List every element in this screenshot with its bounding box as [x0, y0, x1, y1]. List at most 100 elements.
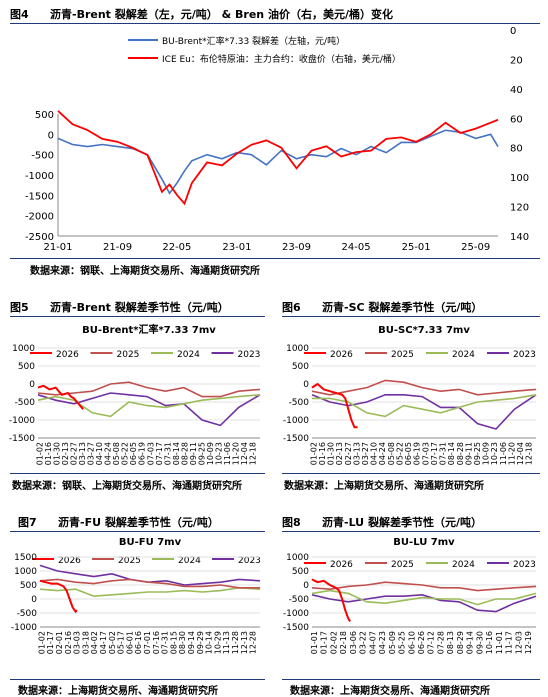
fig4-y-tick-left: -1500 — [25, 191, 54, 202]
fig6-x-tick: 12-18 — [525, 442, 534, 465]
fig7-title-rule — [10, 531, 265, 532]
fig5-x-tick: 08-28 — [180, 442, 189, 465]
fig5-x-tick: 07-17 — [155, 442, 164, 465]
fig6-x-tick: 01-02 — [309, 442, 318, 465]
fig8-x-tick: 09-14 — [466, 631, 475, 654]
fig5-x-tick: 05-08 — [112, 442, 121, 465]
fig4-y-tick-left: -2000 — [25, 212, 54, 223]
fig8-title: 图8 沥青-LU 裂解差季节性（元/吨） — [282, 514, 482, 530]
fig8-x-tick: 03-06 — [349, 631, 358, 654]
fig8-chart: BU-LU 7mv 2026 2025 2024 2023 1000 500 0 -500 -10… — [283, 537, 537, 654]
fig5-legend-label-2025: 2025 — [117, 350, 140, 360]
fig4-legend-label-0: BU-Brent*汇率*7.33 裂解差（左轴，元/吨） — [162, 35, 345, 47]
fig5-x-tick: 12-18 — [249, 442, 258, 465]
fig4-x-tick: 22-05 — [162, 242, 191, 253]
fig5-x-tick: 03-13 — [78, 442, 87, 465]
fig8-y-tick: -1500 — [283, 623, 309, 633]
fig4-chart: 500 0 -500 -1000 -1500 -2000 -2500 0 20 40 60 80 100… — [25, 26, 529, 253]
fig5-y-tick: -1000 — [9, 416, 35, 426]
fig5-title-text: 沥青-Brent 裂解差季节性（元/吨） — [50, 301, 229, 314]
fig8-x-tick: 09-30 — [475, 631, 484, 654]
fig6-bottom-rule — [282, 473, 540, 474]
fig5-x-tick: 12-04 — [240, 442, 249, 465]
fig7-x-tick: 08-30 — [178, 631, 187, 654]
fig8-y-tick: 500 — [292, 567, 309, 577]
fig5-series-line-2023 — [37, 392, 261, 427]
fig5-x-tick: 09-25 — [198, 442, 207, 465]
fig4-source: 数据来源：钢联、上海期货交易所、海通期货研究所 — [30, 266, 260, 277]
fig6-x-tick: 07-31 — [439, 442, 448, 465]
fig6-y-tick: -1000 — [283, 416, 309, 426]
fig8-x-tick: 12-19 — [524, 631, 533, 654]
fig8-x-tick: 02-18 — [339, 631, 348, 654]
fig6-x-tick: 08-28 — [456, 442, 465, 465]
fig6-x-tick: 09-25 — [473, 442, 482, 465]
fig6-x-tick: 12-04 — [516, 442, 525, 465]
fig8-number: 图8 — [282, 516, 301, 529]
fig8-x-tick: 01-01 — [310, 631, 319, 654]
fig7-x-tick: 05-02 — [108, 631, 117, 654]
fig5-x-tick: 05-22 — [121, 442, 130, 465]
fig6-x-tick: 06-05 — [404, 442, 413, 465]
fig8-x-tick: 06-26 — [417, 631, 426, 654]
fig6-x-tick: 07-03 — [421, 442, 430, 465]
fig4-y-tick-right: 60 — [510, 114, 523, 125]
fig5-x-tick: 02-27 — [69, 442, 78, 465]
fig8-legend-label-2023: 2023 — [513, 560, 536, 570]
fig4-title-text: 沥青-Brent 裂解差（左，元/吨） & Bren 油价（右，美元/桶）变化 — [50, 8, 393, 21]
fig5-legend-label-2024: 2024 — [177, 350, 200, 360]
fig6-x-tick: 01-30 — [327, 442, 336, 465]
fig6-x-tick: 01-16 — [318, 442, 327, 465]
fig7-y-tick: 1000 — [14, 567, 37, 577]
fig4-y-tick-right: 120 — [510, 203, 529, 214]
fig8-x-tick: 06-10 — [407, 631, 416, 654]
fig5-number: 图5 — [10, 301, 29, 314]
fig5-x-tick: 07-31 — [163, 442, 172, 465]
fig6-x-tick: 04-10 — [370, 442, 379, 465]
fig5-x-tick: 11-06 — [223, 442, 232, 465]
fig4-bottom-rule — [10, 258, 540, 259]
fig4-y-tick-right: 140 — [510, 232, 529, 243]
fig6-y-tick: 0 — [303, 380, 309, 390]
fig5-x-tick: 11-20 — [232, 442, 241, 465]
fig5-chart-title: BU-Brent*汇率*7.33 7mv — [82, 323, 216, 336]
fig6-x-tick: 05-22 — [395, 442, 404, 465]
fig7-x-tick: 08-15 — [169, 631, 178, 654]
fig8-x-tick: 05-25 — [398, 631, 407, 654]
fig7-x-tick: 06-01 — [125, 631, 134, 654]
fig8-series-line-2026 — [311, 578, 351, 622]
fig7-legend-label-2026: 2026 — [58, 556, 81, 566]
fig5-y-tick: 0 — [29, 380, 35, 390]
fig5-x-tick: 10-23 — [215, 442, 224, 465]
fig5-series-line-2026 — [37, 384, 84, 410]
fig6-x-tick: 03-13 — [352, 442, 361, 465]
fig4-x-tick: 21-01 — [43, 242, 72, 253]
fig4-y-tick-left: -500 — [31, 151, 54, 162]
fig6-series-line-2024 — [312, 394, 537, 418]
fig6-legend-label-2026: 2026 — [330, 350, 353, 360]
fig8-x-tick: 01-17 — [320, 631, 329, 654]
fig4-y-tick-left: -2500 — [25, 232, 54, 243]
fig4-x-tick: 24-05 — [342, 242, 371, 253]
fig8-x-tick: 07-28 — [436, 631, 445, 654]
fig5-legend-label-2026: 2026 — [56, 350, 79, 360]
fig4-x-tick: 23-01 — [222, 242, 251, 253]
fig7-source: 数据来源：上海期货交易所、海通期货研究所 — [18, 686, 218, 697]
fig6-y-tick: -500 — [289, 398, 310, 408]
fig8-legend-label-2025: 2025 — [391, 560, 414, 570]
fig8-series-line-2025 — [311, 581, 537, 592]
fig7-x-tick: 02-01 — [55, 631, 64, 654]
fig6-y-tick: 1000 — [286, 344, 309, 354]
fig4-legend-label-1: ICE Eu：布伦特原油：主力合约：收盘价（右轴，美元/桶） — [162, 53, 401, 65]
fig7-y-tick: 0 — [31, 595, 37, 605]
fig4-y-tick-right: 0 — [510, 26, 516, 37]
fig7-y-tick: 500 — [20, 581, 37, 591]
fig6-title-text: 沥青-SC 裂解差季节性（元/吨） — [322, 301, 483, 314]
fig7-x-tick: 10-29 — [213, 631, 222, 654]
fig6-x-tick: 02-13 — [335, 442, 344, 465]
fig7-x-tick: 04-02 — [90, 631, 99, 654]
fig8-title-text: 沥青-LU 裂解差季节性（元/吨） — [322, 516, 482, 529]
fig7-x-tick: 07-16 — [152, 631, 161, 654]
fig6-y-tick: -1500 — [283, 434, 309, 444]
fig4-y-tick-right: 80 — [510, 144, 523, 155]
